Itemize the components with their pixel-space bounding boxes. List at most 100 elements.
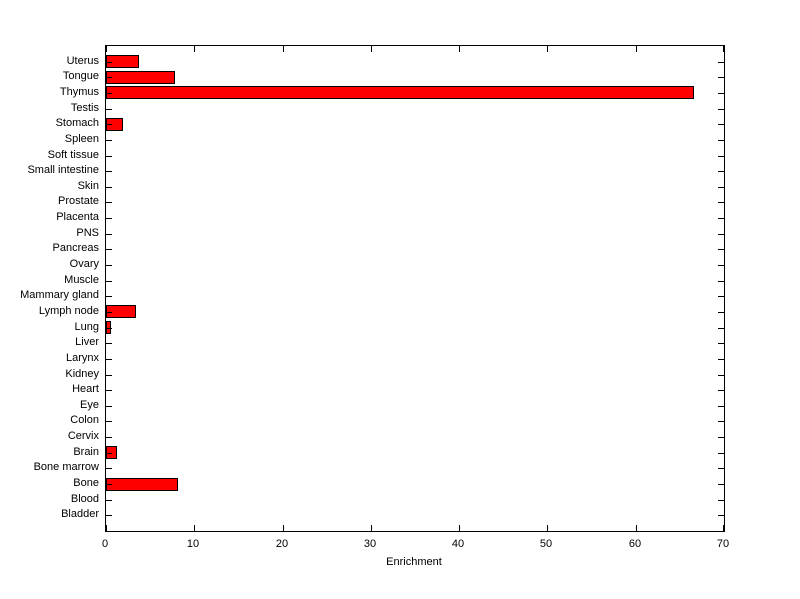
category-label-testis: Testis bbox=[70, 102, 99, 114]
x-tick-label-60: 60 bbox=[628, 538, 642, 550]
y-tick-left-kidney bbox=[106, 375, 112, 376]
category-label-soft-tissue: Soft tissue bbox=[47, 149, 99, 161]
y-tick-left-spleen bbox=[106, 140, 112, 141]
y-tick-right-testis bbox=[718, 109, 724, 110]
x-tick-label-20: 20 bbox=[275, 538, 289, 550]
y-tick-right-bone-marrow bbox=[718, 468, 724, 469]
bar-bone bbox=[106, 478, 178, 491]
y-tick-left-eye bbox=[106, 406, 112, 407]
category-label-small-intestine: Small intestine bbox=[27, 164, 99, 176]
y-tick-left-lymph-node bbox=[106, 312, 112, 313]
y-tick-right-bladder bbox=[718, 515, 724, 516]
y-tick-right-bone bbox=[718, 484, 724, 485]
y-tick-left-mammary-gland bbox=[106, 296, 112, 297]
x-tick-bottom-50 bbox=[547, 525, 548, 531]
x-tick-bottom-0 bbox=[106, 525, 107, 531]
x-tick-bottom-30 bbox=[371, 525, 372, 531]
category-label-pns: PNS bbox=[76, 227, 99, 239]
category-label-blood: Blood bbox=[70, 493, 99, 505]
y-tick-right-cervix bbox=[718, 437, 724, 438]
y-tick-right-kidney bbox=[718, 375, 724, 376]
y-tick-left-ovary bbox=[106, 265, 112, 266]
y-tick-left-larynx bbox=[106, 359, 112, 360]
y-tick-right-pns bbox=[718, 234, 724, 235]
y-tick-left-uterus bbox=[106, 62, 112, 63]
category-label-brain: Brain bbox=[73, 446, 99, 458]
category-label-heart: Heart bbox=[72, 383, 99, 395]
x-tick-label-40: 40 bbox=[451, 538, 465, 550]
category-label-eye: Eye bbox=[80, 399, 99, 411]
category-label-kidney: Kidney bbox=[65, 368, 99, 380]
y-tick-right-thymus bbox=[718, 93, 724, 94]
bar-brain bbox=[106, 446, 117, 459]
y-tick-right-liver bbox=[718, 343, 724, 344]
x-tick-label-50: 50 bbox=[539, 538, 553, 550]
x-tick-bottom-40 bbox=[459, 525, 460, 531]
y-tick-right-eye bbox=[718, 406, 724, 407]
category-label-pancreas: Pancreas bbox=[52, 242, 99, 254]
y-tick-left-skin bbox=[106, 187, 112, 188]
x-tick-top-30 bbox=[371, 46, 372, 52]
category-label-spleen: Spleen bbox=[64, 133, 99, 145]
y-tick-left-small-intestine bbox=[106, 171, 112, 172]
y-tick-right-lung bbox=[718, 328, 724, 329]
x-tick-bottom-70 bbox=[723, 525, 724, 531]
y-tick-right-brain bbox=[718, 453, 724, 454]
category-label-stomach: Stomach bbox=[55, 117, 99, 129]
x-tick-top-70 bbox=[723, 46, 724, 52]
y-tick-left-brain bbox=[106, 453, 112, 454]
y-tick-left-tongue bbox=[106, 77, 112, 78]
category-label-uterus: Uterus bbox=[66, 55, 99, 67]
category-label-thymus: Thymus bbox=[59, 86, 99, 98]
category-label-skin: Skin bbox=[77, 180, 99, 192]
y-tick-left-placenta bbox=[106, 218, 112, 219]
y-tick-right-skin bbox=[718, 187, 724, 188]
y-tick-right-ovary bbox=[718, 265, 724, 266]
x-tick-bottom-20 bbox=[283, 525, 284, 531]
y-tick-left-colon bbox=[106, 421, 112, 422]
x-axis-label: Enrichment bbox=[386, 556, 442, 568]
y-tick-left-pancreas bbox=[106, 249, 112, 250]
x-tick-label-70: 70 bbox=[716, 538, 730, 550]
category-label-lung: Lung bbox=[74, 321, 99, 333]
category-label-tongue: Tongue bbox=[62, 70, 99, 82]
y-tick-right-heart bbox=[718, 390, 724, 391]
category-label-placenta: Placenta bbox=[56, 211, 99, 223]
y-tick-right-spleen bbox=[718, 140, 724, 141]
y-tick-left-stomach bbox=[106, 124, 112, 125]
category-label-mammary-gland: Mammary gland bbox=[20, 289, 99, 301]
y-tick-right-colon bbox=[718, 421, 724, 422]
x-tick-top-20 bbox=[283, 46, 284, 52]
y-tick-left-testis bbox=[106, 109, 112, 110]
x-tick-top-10 bbox=[194, 46, 195, 52]
y-tick-left-lung bbox=[106, 328, 112, 329]
y-tick-right-prostate bbox=[718, 202, 724, 203]
category-label-bone-marrow: Bone marrow bbox=[33, 461, 99, 473]
x-tick-bottom-60 bbox=[636, 525, 637, 531]
y-tick-left-blood bbox=[106, 500, 112, 501]
y-tick-right-placenta bbox=[718, 218, 724, 219]
x-tick-top-40 bbox=[459, 46, 460, 52]
x-tick-top-60 bbox=[636, 46, 637, 52]
y-tick-right-uterus bbox=[718, 62, 724, 63]
category-label-larynx: Larynx bbox=[65, 352, 99, 364]
y-tick-right-small-intestine bbox=[718, 171, 724, 172]
y-tick-right-larynx bbox=[718, 359, 724, 360]
y-tick-left-pns bbox=[106, 234, 112, 235]
category-label-prostate: Prostate bbox=[58, 195, 99, 207]
y-tick-left-bone-marrow bbox=[106, 468, 112, 469]
y-tick-left-muscle bbox=[106, 281, 112, 282]
y-tick-left-soft-tissue bbox=[106, 156, 112, 157]
y-tick-right-stomach bbox=[718, 124, 724, 125]
category-label-bone: Bone bbox=[73, 477, 99, 489]
x-tick-label-0: 0 bbox=[101, 538, 109, 550]
bar-uterus bbox=[106, 55, 139, 68]
category-label-lymph-node: Lymph node bbox=[38, 305, 99, 317]
y-tick-left-bladder bbox=[106, 515, 112, 516]
category-label-bladder: Bladder bbox=[61, 508, 99, 520]
y-tick-right-muscle bbox=[718, 281, 724, 282]
bar-tongue bbox=[106, 71, 175, 84]
y-tick-right-tongue bbox=[718, 77, 724, 78]
x-tick-top-50 bbox=[547, 46, 548, 52]
